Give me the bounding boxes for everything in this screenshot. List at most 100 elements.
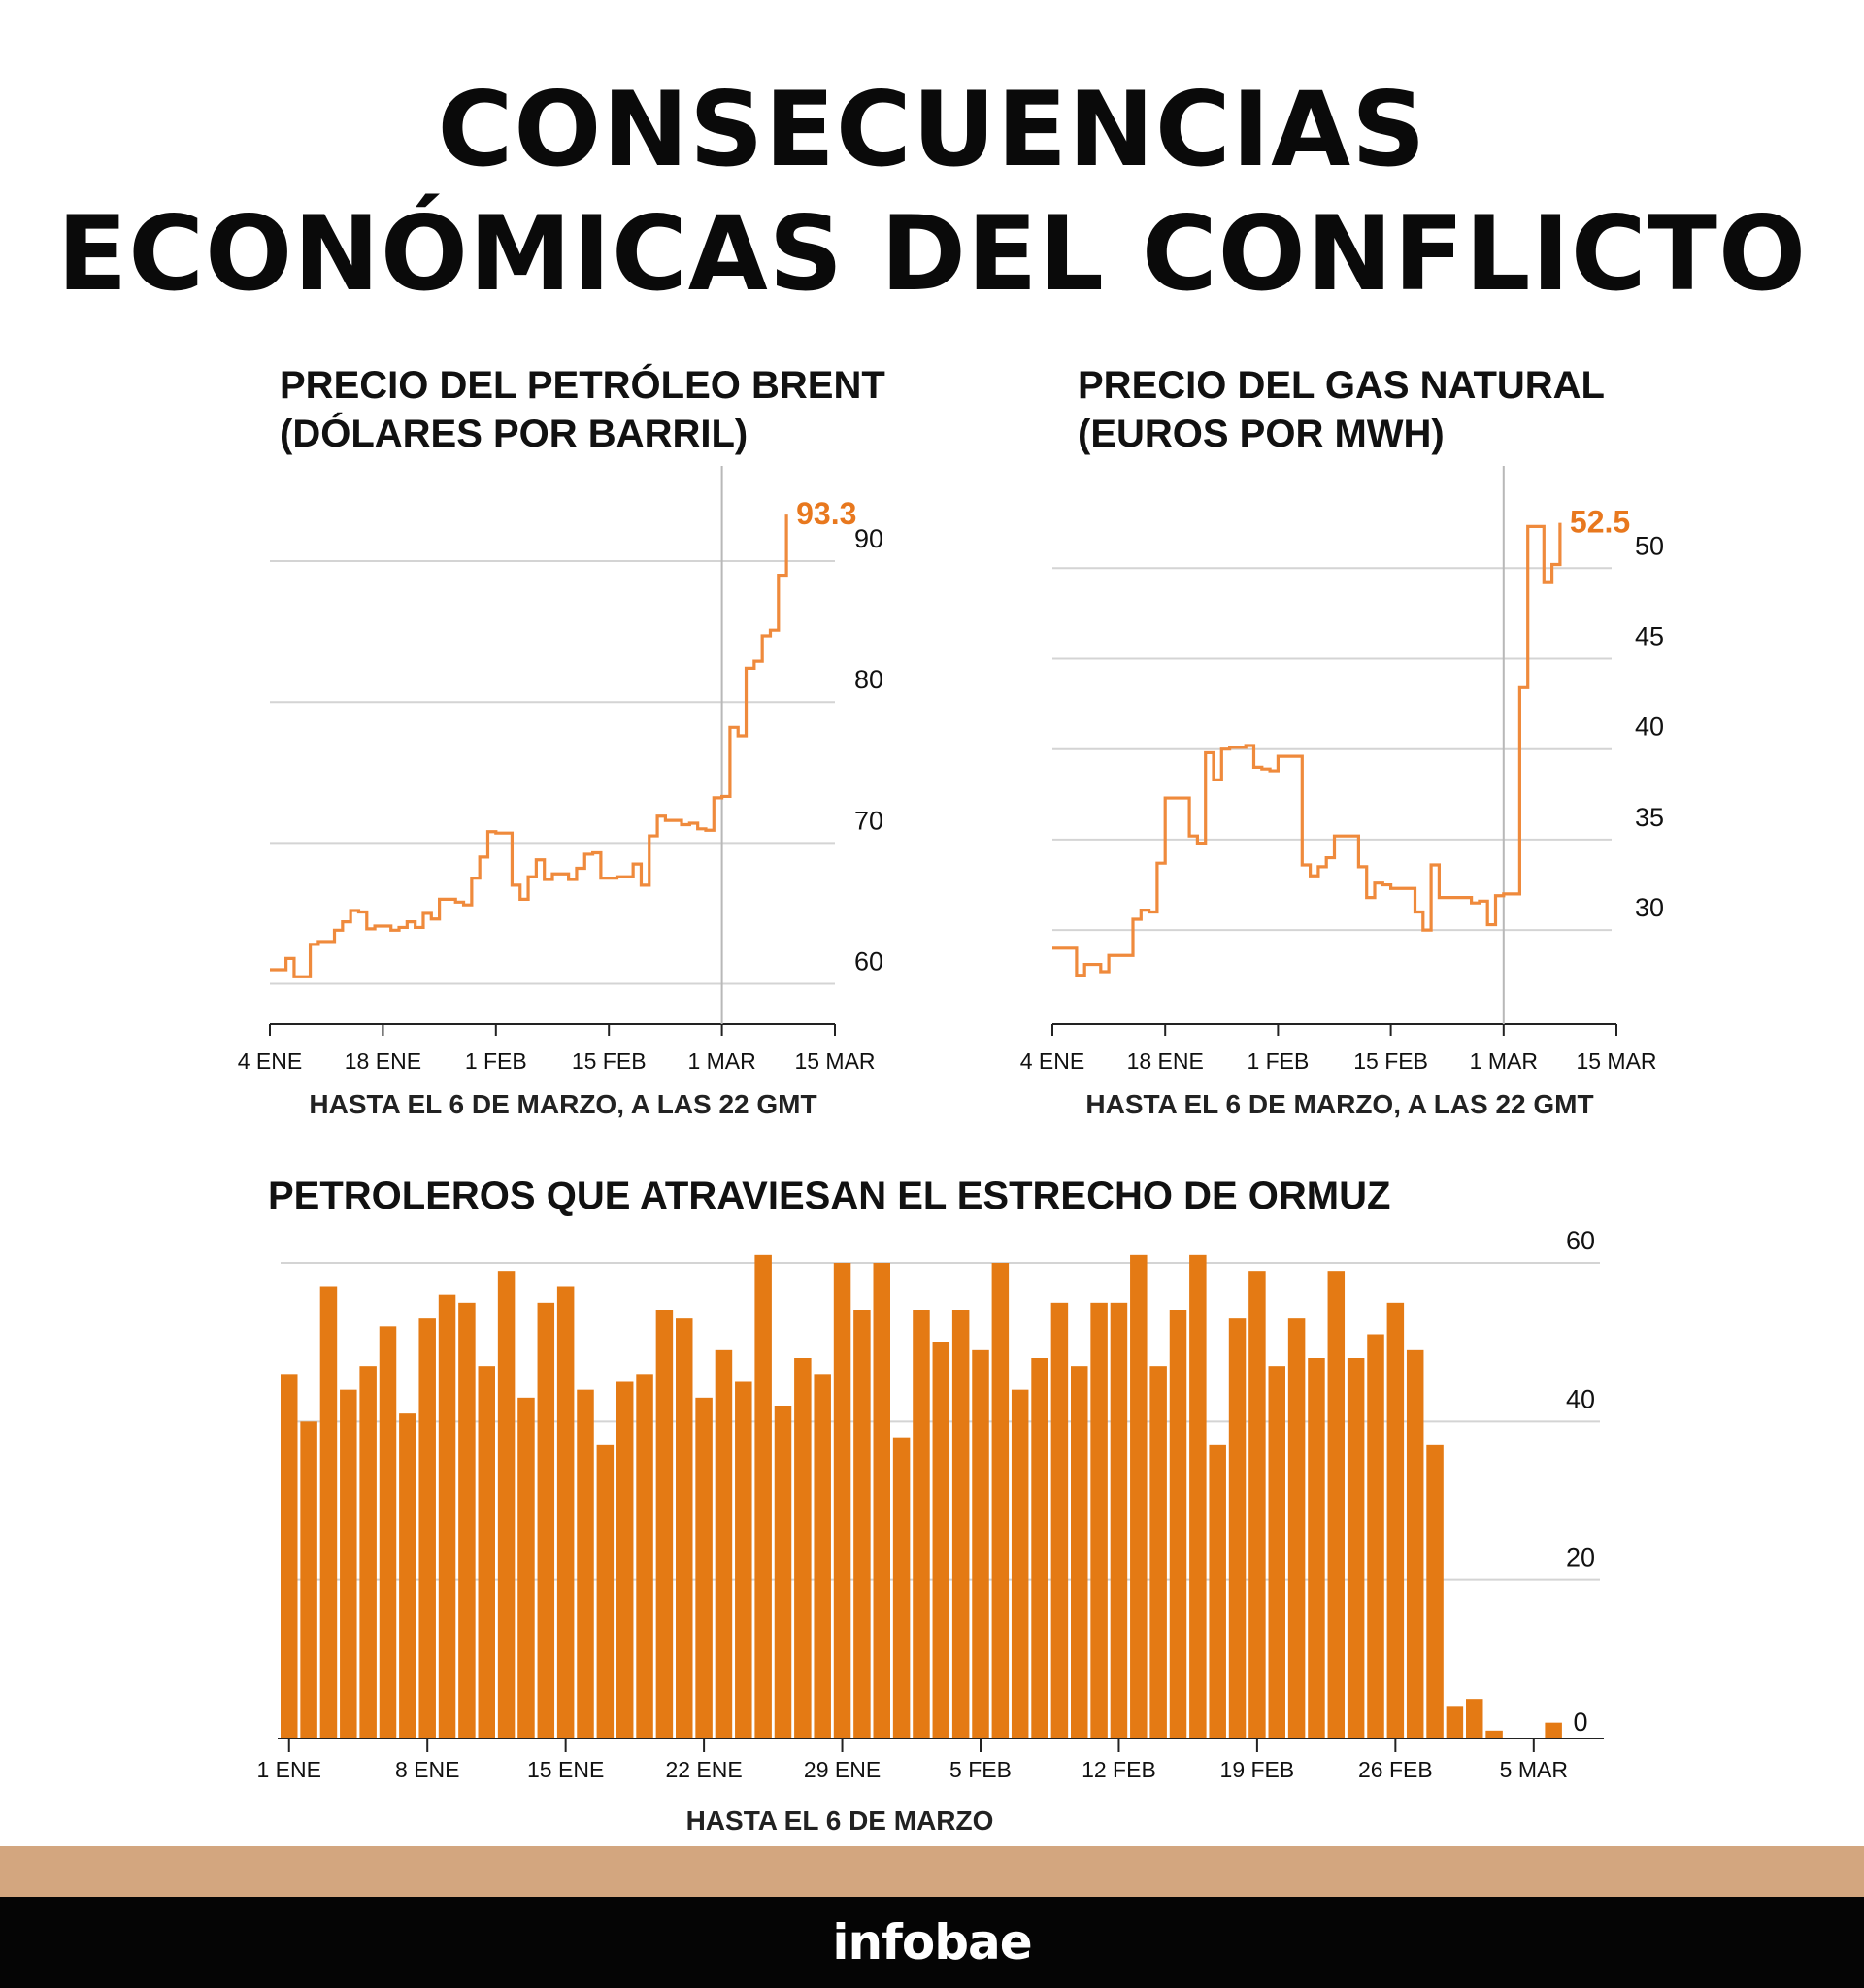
x-tick-label: 15 MAR [794,1048,875,1074]
x-tick-label: 4 ENE [238,1048,302,1074]
bar [655,1310,674,1739]
x-tick-label: 15 FEB [1353,1048,1428,1074]
bar [438,1294,456,1739]
bar [873,1263,890,1739]
x-tick-label: 8 ENE [395,1757,459,1782]
bar [1327,1271,1346,1739]
bar [794,1358,812,1739]
bar [359,1366,377,1739]
bar [556,1286,575,1739]
brent-chart-title-line-1: PRECIO DEL PETRÓLEO BRENT [280,364,885,407]
x-tick-label: 5 MAR [1500,1757,1568,1782]
bar [1130,1254,1148,1739]
x-tick-label: 1 MAR [687,1048,755,1074]
bar [676,1318,693,1739]
y-tick-label: 80 [854,665,883,694]
main-title: CONSECUENCIAS ECONÓMICAS DEL CONFLICTO [0,68,1864,316]
y-tick-label: 40 [1566,1384,1595,1413]
bar [1466,1699,1483,1739]
bar [1367,1334,1384,1739]
bar [1090,1302,1108,1739]
bar [517,1397,535,1739]
brent-price-chart: 60 70 80 90 4 ENE 18 ENE 1 FEB 15 FEB 1 MAR 15 MA… [238,466,883,1074]
x-tick-label: 18 ENE [1127,1048,1204,1074]
bar [774,1406,792,1739]
bar [1248,1271,1266,1739]
last-value-label: 93.3 [796,496,856,531]
bar [577,1389,594,1739]
x-tick-label: 22 ENE [665,1757,742,1782]
bar [1446,1706,1464,1739]
bar [1406,1349,1424,1739]
bar [458,1302,476,1739]
bar [1031,1358,1048,1739]
bar [735,1381,752,1739]
bar [814,1374,831,1739]
x-tick-label: 12 FEB [1082,1757,1156,1782]
y-tick-label: 40 [1635,712,1664,742]
y-tick-label: 50 [1635,531,1664,560]
bar [300,1421,317,1739]
y-tick-label: 0 [1573,1707,1587,1737]
y-tick-label: 35 [1635,803,1664,832]
gas-chart-title-line-1: PRECIO DEL GAS NATURAL [1078,364,1605,407]
x-tick-label: 1 ENE [257,1757,321,1782]
gas-chart-title: PRECIO DEL GAS NATURAL (EUROS POR MWH) [1078,361,1605,458]
bar [399,1413,416,1739]
x-tick-label: 1 FEB [1247,1048,1309,1074]
x-tick-label: 18 ENE [345,1048,421,1074]
x-tick-label: 1 MAR [1470,1048,1538,1074]
tankers-chart-title-text: PETROLEROS QUE ATRAVIESAN EL ESTRECHO DE… [268,1175,1391,1217]
y-tick-label: 30 [1635,893,1664,922]
bar [616,1381,634,1739]
bar [1308,1358,1325,1739]
x-tick-label: 29 ENE [804,1757,881,1782]
footer-bar: infobae [0,1897,1864,1988]
bar [636,1374,653,1739]
bar [1071,1366,1088,1739]
bar [1228,1318,1247,1739]
y-tick-label: 20 [1566,1543,1595,1573]
x-tick-label: 19 FEB [1220,1757,1295,1782]
bar [1011,1389,1029,1739]
bar [1386,1302,1405,1739]
bar [1485,1730,1503,1739]
bar [853,1310,871,1739]
bar [754,1254,772,1739]
brent-chart-title: PRECIO DEL PETRÓLEO BRENT (DÓLARES POR B… [280,361,885,458]
bar [1209,1444,1226,1739]
y-tick-label: 90 [854,524,883,553]
price-line [270,514,788,978]
x-tick-label: 1 FEB [465,1048,527,1074]
bar [1189,1254,1207,1739]
bar [497,1271,516,1739]
y-tick-label: 70 [854,806,883,835]
bar [1287,1318,1306,1739]
brent-chart-title-line-2: (DÓLARES POR BARRIL) [280,413,749,455]
x-tick-label: 15 MAR [1576,1048,1656,1074]
x-tick-label: 26 FEB [1358,1757,1433,1782]
x-tick-label: 5 FEB [949,1757,1012,1782]
tankers-bar-chart: 0 20 40 60 1 ENE 8 ENE 15 ENE 22 ENE 29 ENE 5 FEB… [257,1226,1604,1782]
bar [1050,1302,1069,1739]
bar [1426,1444,1444,1739]
infobae-logo: infobae [832,1914,1032,1971]
y-tick-label: 60 [854,946,883,976]
gas-chart-note: HASTA EL 6 DE MARZO, A LAS 22 GMT [1085,1089,1594,1119]
x-tick-label: 15 ENE [527,1757,604,1782]
footer-band [0,1846,1864,1897]
main-title-line-2: ECONÓMICAS DEL CONFLICTO [56,194,1808,314]
price-line [1052,522,1562,977]
bar [972,1349,989,1739]
bar [1268,1366,1285,1739]
bar [1545,1722,1562,1739]
tankers-chart-title: PETROLEROS QUE ATRAVIESAN EL ESTRECHO DE… [268,1172,1390,1220]
bar [932,1342,950,1739]
brent-chart-note: HASTA EL 6 DE MARZO, A LAS 22 GMT [309,1089,817,1119]
bar [537,1302,555,1739]
bar [892,1437,911,1739]
bar [715,1349,733,1739]
gas-price-chart: 30 35 40 45 50 4 ENE 18 ENE 1 FEB 15 FEB 1 MAR 15 … [1020,466,1664,1074]
bar [1169,1310,1187,1739]
bar [340,1389,357,1739]
